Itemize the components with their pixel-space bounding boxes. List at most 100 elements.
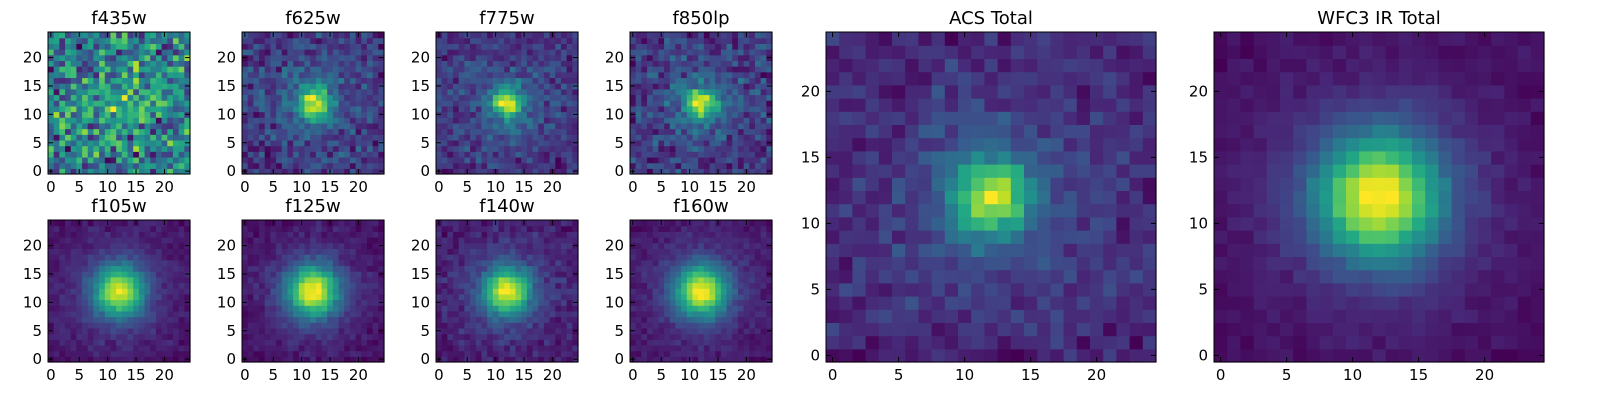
heatmap-cell (726, 350, 733, 357)
heatmap-cell (732, 293, 739, 301)
heatmap-cell (566, 32, 573, 39)
heatmap-cell (378, 231, 385, 238)
heatmap-cell (464, 122, 471, 130)
heatmap-cell (99, 322, 106, 329)
heatmap-cell (167, 128, 174, 135)
heatmap-cell (304, 305, 311, 312)
heatmap-cell (498, 100, 505, 107)
heatmap-cell (521, 350, 528, 357)
heatmap-cell (133, 71, 140, 79)
heatmap-cell (110, 117, 117, 124)
heatmap-cell (481, 49, 488, 56)
heatmap-cell (59, 299, 66, 306)
heatmap-cell (378, 32, 385, 39)
heatmap-cell (652, 305, 659, 312)
heatmap-cell (121, 265, 129, 272)
heatmap-cell (475, 71, 483, 79)
heatmap-cell (703, 151, 711, 158)
heatmap-cell (127, 293, 134, 301)
heatmap-cell (116, 237, 123, 244)
y-tick-label: 10 (23, 293, 42, 311)
heatmap-cell (259, 134, 266, 141)
heatmap-cell (698, 88, 705, 96)
heatmap-cell (675, 162, 682, 169)
heatmap-cell (298, 60, 306, 67)
heatmap-cell (641, 156, 648, 164)
heatmap-cell (504, 271, 511, 278)
heatmap-cell (669, 66, 677, 73)
heatmap-cell (743, 162, 750, 169)
heatmap-cell (259, 117, 266, 124)
heatmap-cell (543, 225, 551, 232)
heatmap-cell (538, 327, 545, 335)
heatmap-cell (127, 54, 134, 61)
heatmap-cell (65, 299, 72, 306)
heatmap-cell (161, 77, 168, 84)
heatmap-cell (652, 356, 659, 363)
heatmap-cell (447, 122, 454, 130)
heatmap-cell (104, 339, 112, 346)
heatmap-cell (453, 94, 460, 101)
heatmap-cell (87, 162, 95, 169)
heatmap-cell (172, 66, 180, 73)
heatmap-cell (737, 128, 745, 135)
heatmap-cell (515, 265, 522, 272)
heatmap-cell (521, 134, 528, 141)
heatmap-cell (447, 242, 454, 249)
heatmap-cell (481, 220, 488, 227)
heatmap-cell (121, 299, 129, 306)
heatmap-cell (259, 271, 266, 278)
heatmap-cell (732, 43, 739, 50)
heatmap-cell (726, 316, 733, 323)
heatmap-cell (259, 71, 266, 79)
heatmap-cell (264, 242, 271, 249)
heatmap-cell (658, 100, 665, 107)
heatmap-cell (521, 248, 528, 255)
heatmap-cell (698, 293, 705, 301)
heatmap-cell (155, 282, 163, 289)
x-tick-label: 15 (320, 366, 339, 384)
heatmap-cell (749, 344, 756, 352)
heatmap-cell (686, 77, 694, 84)
axes-frame (435, 219, 579, 363)
heatmap-cell (121, 322, 129, 329)
heatmap-cell (515, 117, 522, 124)
heatmap-cell (287, 60, 294, 67)
heatmap-cell (138, 282, 146, 289)
heatmap-cell (447, 117, 454, 124)
heatmap-cell (59, 128, 66, 135)
heatmap-cell (150, 305, 157, 312)
heatmap-cell (53, 344, 60, 352)
heatmap-cell (538, 248, 545, 255)
heatmap-cell (172, 305, 180, 312)
heatmap-cell (566, 168, 573, 175)
heatmap-cell (498, 128, 505, 135)
heatmap-cell (361, 60, 368, 67)
heatmap-cell (641, 162, 648, 169)
heatmap-cell (76, 288, 83, 295)
heatmap-cell (242, 333, 249, 340)
heatmap-cell (247, 151, 254, 158)
heatmap-cell (82, 220, 89, 227)
heatmap-cell (453, 54, 460, 61)
heatmap-cell (133, 105, 140, 113)
heatmap-cell (70, 60, 77, 67)
heatmap-cell (549, 299, 556, 306)
heatmap-cell (276, 356, 283, 363)
heatmap-cell (53, 231, 60, 238)
heatmap-cell (349, 162, 357, 169)
heatmap-cell (635, 310, 642, 318)
heatmap-cell (310, 66, 317, 73)
heatmap-cell (515, 71, 522, 79)
heatmap-cell (766, 71, 773, 79)
heatmap-cell (555, 156, 562, 164)
heatmap-cell (766, 305, 773, 312)
heatmap-cell (453, 105, 460, 113)
heatmap-cell (754, 139, 762, 147)
heatmap-cell (304, 276, 311, 284)
heatmap-cell (378, 94, 385, 101)
heatmap-cell (709, 356, 716, 363)
heatmap-cell (743, 322, 750, 329)
heatmap-cell (378, 316, 385, 323)
heatmap-cell (378, 71, 385, 79)
